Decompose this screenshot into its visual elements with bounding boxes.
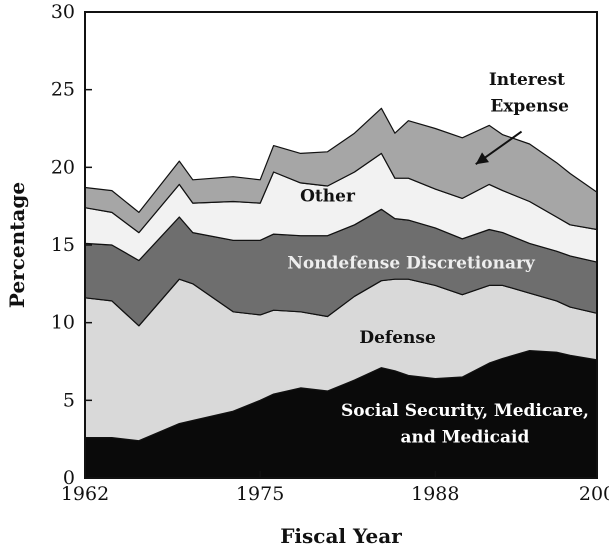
x-tick-labels: 1962 1975 1988 200 xyxy=(61,483,609,505)
annotation-label: Interest xyxy=(489,70,565,90)
annotations: Interest Expense Other Nondefense Discretio… xyxy=(287,70,589,447)
annotation-label: Other xyxy=(300,187,356,207)
annotation-label: Expense xyxy=(490,96,569,116)
plot-frame xyxy=(84,11,598,479)
annotation-label: Social Security, Medicare, xyxy=(341,401,589,421)
y-axis-title: Percentage xyxy=(5,182,29,308)
area-layer xyxy=(84,107,598,479)
annotation-arrow-head xyxy=(475,152,489,165)
y-tick-label: 0 xyxy=(63,467,75,489)
x-tick-label: 1988 xyxy=(411,483,459,505)
y-tick-label: 5 xyxy=(63,389,75,411)
x-tick-label: 1975 xyxy=(236,483,284,505)
annotation-label: Nondefense Discretionary xyxy=(287,253,536,273)
x-tick-label: 1962 xyxy=(61,483,109,505)
x-tick-label: 200 xyxy=(579,483,609,505)
annotation-label: Defense xyxy=(359,328,436,348)
y-tick-labels: 0 5 10 15 20 25 30 xyxy=(51,1,75,489)
y-tick-label: 15 xyxy=(51,234,75,256)
y-tick-label: 20 xyxy=(51,156,75,178)
y-tick-label: 25 xyxy=(51,79,75,101)
x-axis-title: Fiscal Year xyxy=(280,524,402,548)
annotation-label: and Medicaid xyxy=(401,427,530,447)
y-tick-label: 10 xyxy=(51,312,75,334)
y-tick-label: 30 xyxy=(51,1,75,23)
